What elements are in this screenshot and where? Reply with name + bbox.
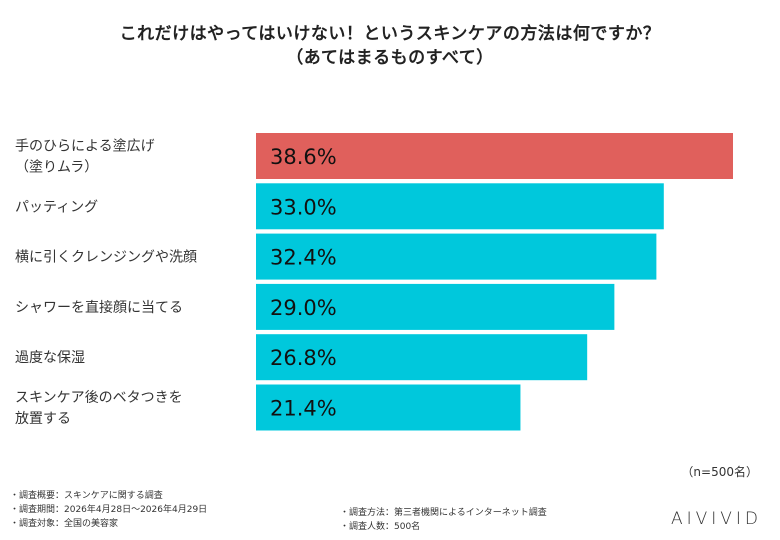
value-label-2: 33.0% [270, 195, 337, 219]
survey-info-left: ・調査概要：スキンケアに関する調査 ・調査期間：2026年4月28日〜2026年… [10, 489, 207, 531]
survey-info-right: ・調査方法：第三者機関によるインターネット調査 ・調査人数：500名 [340, 506, 547, 534]
chart-title-line1: これだけはやってはいけない！というスキンケアの方法は何ですか？ [119, 24, 661, 44]
category-label-1-line2: （塗りムラ） [15, 159, 98, 176]
survey-count: ・調査人数：500名 [340, 522, 421, 532]
category-label-4: シャワーを直接顔に当てる [15, 299, 183, 316]
bar-3 [256, 233, 657, 280]
value-label-5: 26.8% [270, 346, 337, 370]
category-label-1-line1: 手のひらによる塗広げ [15, 138, 155, 155]
survey-period: ・調査期間：2026年4月28日〜2026年4月29日 [10, 505, 208, 515]
sample-size-note: （n=500名） [681, 465, 758, 479]
survey-method: ・調査方法：第三者機関によるインターネット調査 [340, 508, 547, 518]
value-label-3: 32.4% [270, 246, 337, 270]
bar-4 [256, 283, 615, 330]
bar-5 [256, 334, 588, 381]
category-label-5: 過度な保湿 [15, 350, 85, 366]
survey-summary: ・調査概要：スキンケアに関する調査 [10, 491, 163, 501]
value-label-6: 21.4% [270, 397, 337, 421]
survey-target: ・調査対象：全国の美容家 [10, 519, 119, 529]
bar-6 [256, 384, 521, 431]
value-label-1: 38.6% [270, 145, 337, 169]
category-label-6-line1: スキンケア後のベタつきを [15, 390, 183, 406]
value-label-4: 29.0% [270, 296, 337, 320]
bar-1 [256, 133, 733, 179]
chart-title-line2: （あてはまるものすべて） [286, 48, 494, 68]
category-label-6-line2: 放置する [15, 411, 71, 427]
bar-2 [256, 183, 664, 230]
category-label-2: パッティング [15, 199, 98, 215]
brand-logo: AIVIVID [670, 509, 762, 529]
category-label-3: 横に引くクレンジングや洗顔 [15, 250, 197, 266]
chart-title: これだけはやってはいけない！というスキンケアの方法は何ですか？ （あてはまるもの… [0, 22, 780, 70]
